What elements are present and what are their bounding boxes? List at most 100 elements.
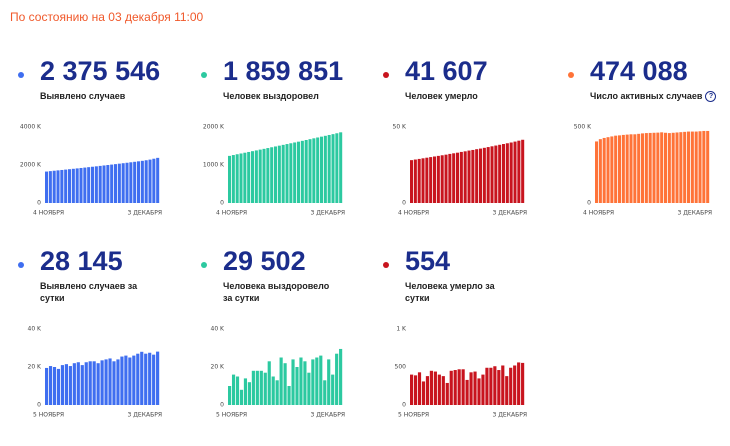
bar xyxy=(156,157,160,203)
stat-label: Человека умерло за сутки xyxy=(405,281,495,303)
bar xyxy=(644,133,648,203)
stat-card: 41 607 Человек умерло 0 50 K 4 НОЯБРЯ 3 ДЕКАБ… xyxy=(383,56,553,232)
bar xyxy=(293,142,297,203)
bar xyxy=(521,362,525,405)
bar xyxy=(490,146,494,203)
bar xyxy=(270,147,274,203)
x-tick-label: 4 НОЯБРЯ xyxy=(216,210,247,217)
bar xyxy=(304,139,308,203)
headline-number: 28 145 xyxy=(40,246,123,276)
bar xyxy=(120,356,124,405)
x-tick-label: 5 НОЯБРЯ xyxy=(216,412,247,419)
bar xyxy=(104,359,108,405)
bullet xyxy=(201,262,207,268)
bar xyxy=(436,155,440,203)
bar xyxy=(482,147,486,203)
bar xyxy=(429,157,433,203)
bar xyxy=(110,164,114,203)
bar xyxy=(485,367,489,405)
bar xyxy=(421,381,426,405)
bar xyxy=(461,369,465,405)
bar xyxy=(228,386,232,405)
bar xyxy=(319,355,323,405)
x-tick-label: 4 НОЯБРЯ xyxy=(583,210,614,217)
y-tick-label: 0 xyxy=(220,200,224,207)
bar xyxy=(102,165,106,203)
bar xyxy=(417,372,422,405)
bar xyxy=(452,153,456,203)
bar xyxy=(251,370,255,405)
bar xyxy=(323,135,327,203)
bar xyxy=(652,132,656,203)
x-tick-label: 4 НОЯБРЯ xyxy=(398,210,429,217)
bar xyxy=(117,163,121,203)
bar xyxy=(667,133,671,203)
bar xyxy=(493,366,497,405)
bullet xyxy=(383,72,389,78)
bar xyxy=(660,132,664,203)
bar xyxy=(517,362,521,405)
bar xyxy=(327,134,331,203)
bar xyxy=(144,160,148,203)
bar xyxy=(479,148,483,203)
bar xyxy=(440,155,444,203)
y-tick-label: 40 K xyxy=(28,326,43,333)
bar xyxy=(331,134,335,203)
bar xyxy=(335,133,339,203)
bar xyxy=(106,165,110,203)
bar xyxy=(465,379,469,405)
mini-chart: 0 1000 K 2000 K 4 НОЯБРЯ 3 ДЕКАБРЯ xyxy=(203,124,345,217)
bar xyxy=(437,374,441,405)
y-tick-label: 500 K xyxy=(574,124,592,131)
bar xyxy=(331,374,335,405)
bar xyxy=(339,348,343,405)
bar xyxy=(75,168,79,203)
bar xyxy=(60,169,64,203)
bar xyxy=(335,353,339,405)
bar xyxy=(425,157,429,203)
bar xyxy=(473,371,477,405)
bar xyxy=(413,375,418,405)
bar xyxy=(254,150,258,203)
bar xyxy=(108,358,112,405)
bar xyxy=(243,152,247,203)
bar xyxy=(255,370,259,405)
bar xyxy=(312,138,316,203)
bar xyxy=(307,372,311,405)
bar xyxy=(275,380,279,405)
bar xyxy=(502,144,506,203)
headline-number: 474 088 xyxy=(590,56,688,86)
y-tick-label: 20 K xyxy=(28,364,43,371)
bar xyxy=(448,153,452,203)
bar xyxy=(152,354,156,405)
bar xyxy=(316,137,320,203)
bar xyxy=(231,374,236,405)
stat-label: Число активных случаев? xyxy=(590,90,717,103)
stat-card: 1 859 851 Человек выздоровел 0 1000 K 2000 K… xyxy=(201,56,371,232)
bar xyxy=(52,170,56,203)
bar xyxy=(247,151,251,203)
bar xyxy=(687,131,691,203)
bar xyxy=(88,361,92,405)
bar xyxy=(285,144,289,203)
x-tick-label: 3 ДЕКАБРЯ xyxy=(678,210,712,217)
y-tick-label: 2000 K xyxy=(203,124,225,131)
bar xyxy=(494,145,498,203)
x-tick-label: 3 ДЕКАБРЯ xyxy=(128,412,162,419)
bar xyxy=(91,166,95,203)
bar xyxy=(80,365,84,405)
bar xyxy=(327,359,331,405)
bar xyxy=(471,149,475,203)
mini-chart: 0 2000 K 4000 K 4 НОЯБРЯ 3 ДЕКАБРЯ xyxy=(20,124,162,217)
bar xyxy=(283,363,287,405)
y-tick-label: 1 K xyxy=(396,326,407,333)
bar xyxy=(441,376,445,405)
bar xyxy=(259,370,263,405)
bar xyxy=(266,148,270,203)
bar xyxy=(410,160,414,203)
bar xyxy=(83,167,87,203)
bullet xyxy=(18,262,24,268)
bar xyxy=(96,363,100,405)
bar xyxy=(641,133,645,203)
